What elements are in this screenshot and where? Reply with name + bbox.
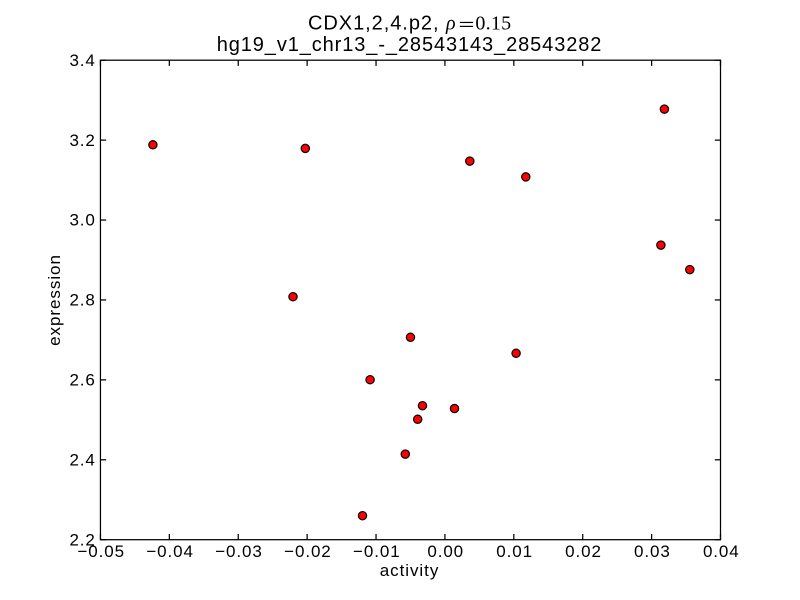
svg-text:2.4: 2.4: [69, 451, 95, 470]
svg-text:3.0: 3.0: [69, 211, 95, 230]
svg-text:0.15: 0.15: [475, 13, 511, 35]
svg-text:hg19_v1_chr13_-_28543143_28543: hg19_v1_chr13_-_28543143_28543282: [217, 34, 603, 56]
svg-text:ρ: ρ: [445, 13, 456, 35]
svg-text:−0.03: −0.03: [215, 542, 263, 561]
svg-text:CDX1,2,4.p2,: CDX1,2,4.p2,: [308, 13, 439, 35]
svg-text:0.00: 0.00: [427, 542, 464, 561]
svg-text:expression: expression: [45, 254, 64, 346]
svg-text:−0.01: −0.01: [353, 542, 401, 561]
svg-text:−0.02: −0.02: [284, 542, 332, 561]
svg-text:−0.05: −0.05: [77, 542, 125, 561]
svg-text:0.01: 0.01: [496, 542, 533, 561]
svg-text:2.6: 2.6: [69, 371, 95, 390]
svg-text:activity: activity: [380, 561, 440, 580]
svg-text:3.4: 3.4: [69, 51, 95, 70]
svg-text:0.03: 0.03: [634, 542, 671, 561]
svg-text:2.2: 2.2: [69, 530, 95, 549]
svg-text:2.8: 2.8: [69, 291, 95, 310]
svg-text:−0.04: −0.04: [146, 542, 194, 561]
svg-text:0.02: 0.02: [565, 542, 602, 561]
svg-text:0.04: 0.04: [703, 542, 740, 561]
svg-text:3.2: 3.2: [69, 131, 95, 150]
